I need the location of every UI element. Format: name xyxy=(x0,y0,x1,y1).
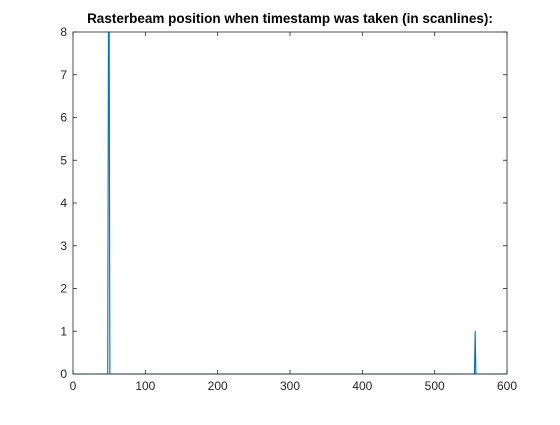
y-tick-label: 4 xyxy=(60,196,67,210)
y-tick-label: 0 xyxy=(60,367,67,381)
x-tick-label: 100 xyxy=(135,379,155,393)
chart-title: Rasterbeam position when timestamp was t… xyxy=(87,11,493,26)
axes-background xyxy=(73,32,507,374)
y-tick-label: 8 xyxy=(60,25,67,39)
y-axis: 0 1 2 3 4 5 6 7 8 xyxy=(60,25,507,381)
x-axis: 0 100 200 300 400 500 600 xyxy=(70,32,517,393)
y-tick-label: 3 xyxy=(60,239,67,253)
x-tick-label: 0 xyxy=(70,379,77,393)
x-tick-label: 400 xyxy=(352,379,372,393)
plot-area xyxy=(73,32,507,374)
y-tick-label: 5 xyxy=(60,153,67,167)
y-tick-label: 6 xyxy=(60,111,67,125)
y-tick-label: 1 xyxy=(60,324,67,338)
x-tick-label: 600 xyxy=(497,379,517,393)
y-tick-label: 7 xyxy=(60,68,67,82)
x-tick-label: 500 xyxy=(425,379,445,393)
x-tick-label: 300 xyxy=(280,379,300,393)
x-tick-label: 200 xyxy=(208,379,228,393)
y-tick-label: 2 xyxy=(60,282,67,296)
